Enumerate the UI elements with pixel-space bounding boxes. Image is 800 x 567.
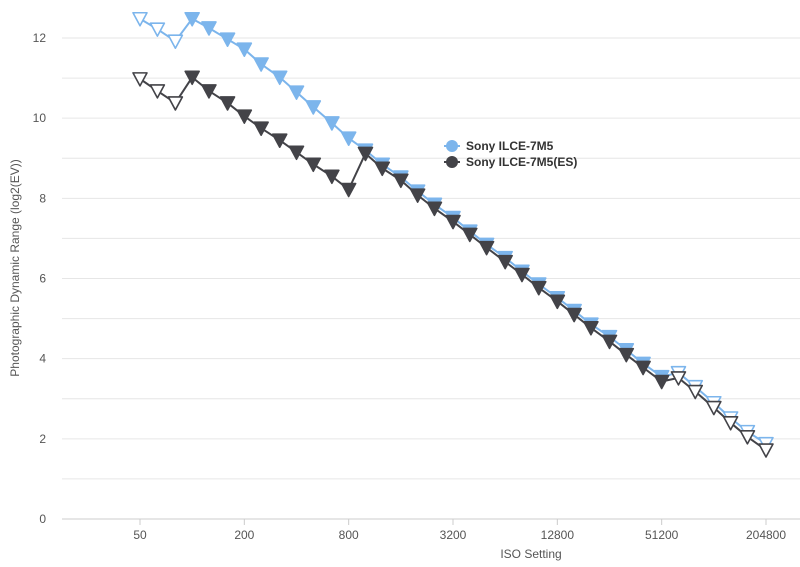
x-tick-label: 12800	[541, 528, 575, 542]
data-point[interactable]	[514, 267, 530, 283]
data-point[interactable]	[324, 116, 340, 131]
x-tick-label: 200	[234, 528, 254, 542]
data-point[interactable]	[288, 145, 305, 161]
data-point[interactable]	[706, 400, 722, 416]
data-point[interactable]	[478, 240, 495, 256]
data-point[interactable]	[167, 96, 184, 111]
x-tick-label: 204800	[746, 528, 786, 542]
data-point[interactable]	[219, 32, 236, 48]
data-point[interactable]	[340, 131, 357, 147]
data-point[interactable]	[167, 34, 184, 50]
series-2	[132, 70, 774, 458]
data-point[interactable]	[201, 84, 217, 99]
data-point[interactable]	[132, 11, 148, 27]
data-point[interactable]	[566, 307, 582, 323]
y-tick-label: 2	[39, 432, 46, 446]
legend[interactable]: Sony ILCE-7M5 Sony ILCE-7M5(ES)	[444, 139, 577, 169]
data-point[interactable]	[722, 415, 739, 431]
legend-symbol	[446, 140, 458, 152]
x-tick-label: 51200	[645, 528, 679, 542]
data-point[interactable]	[132, 72, 148, 87]
data-point[interactable]	[340, 182, 357, 198]
grid	[62, 37, 800, 520]
data-point[interactable]	[374, 161, 391, 177]
x-axis-title: ISO Setting	[500, 547, 561, 561]
legend-item[interactable]: Sony ILCE-7M5(ES)	[444, 155, 577, 169]
y-axis-title: Photographic Dynamic Range (log2(EV))	[8, 159, 22, 376]
data-point[interactable]	[635, 360, 651, 376]
legend-label: Sony ILCE-7M5	[466, 139, 554, 153]
data-point[interactable]	[393, 173, 409, 189]
data-point[interactable]	[618, 347, 635, 363]
data-point[interactable]	[201, 21, 217, 36]
data-point[interactable]	[445, 214, 461, 230]
x-axis: 50 200 800 3200 12800 51200 204800	[133, 519, 786, 542]
x-tick-label: 50	[133, 528, 147, 542]
y-tick-label: 12	[33, 31, 47, 45]
data-point[interactable]	[149, 84, 166, 99]
legend-label: Sony ILCE-7M5(ES)	[466, 155, 577, 169]
series-line	[139, 76, 767, 451]
data-point[interactable]	[236, 109, 253, 124]
data-point[interactable]	[426, 201, 443, 217]
y-tick-label: 0	[39, 512, 46, 526]
data-point[interactable]	[253, 121, 269, 136]
data-point[interactable]	[149, 22, 166, 37]
data-point[interactable]	[758, 443, 774, 458]
y-tick-label: 10	[33, 111, 47, 125]
data-point[interactable]	[670, 371, 687, 386]
data-point[interactable]	[271, 133, 288, 149]
data-point[interactable]	[305, 100, 322, 115]
y-tick-label: 8	[39, 191, 46, 205]
data-point[interactable]	[184, 11, 200, 27]
data-point[interactable]	[739, 430, 756, 445]
y-tick-label: 6	[39, 272, 46, 286]
data-point[interactable]	[236, 42, 253, 58]
data-point[interactable]	[653, 374, 670, 390]
data-point[interactable]	[357, 146, 374, 162]
y-axis: 0 2 4 6 8 10 12	[33, 31, 47, 526]
data-point[interactable]	[497, 254, 513, 270]
data-point[interactable]	[219, 96, 236, 111]
legend-symbol	[446, 156, 458, 168]
data-point[interactable]	[409, 188, 426, 203]
y-tick-label: 4	[39, 352, 46, 366]
legend-item[interactable]: Sony ILCE-7M5	[444, 139, 554, 153]
data-point[interactable]	[461, 227, 478, 243]
x-tick-label: 3200	[440, 528, 467, 542]
data-point[interactable]	[253, 57, 269, 72]
data-point[interactable]	[288, 85, 305, 100]
data-point[interactable]	[271, 70, 288, 86]
data-point[interactable]	[601, 334, 618, 350]
data-point[interactable]	[305, 157, 322, 173]
data-point[interactable]	[549, 294, 566, 310]
data-point[interactable]	[687, 384, 704, 400]
series-layer	[132, 11, 774, 458]
data-point[interactable]	[324, 169, 340, 185]
data-point[interactable]	[583, 321, 599, 336]
x-tick-label: 800	[339, 528, 359, 542]
data-point[interactable]	[530, 280, 547, 296]
data-point[interactable]	[184, 70, 200, 86]
